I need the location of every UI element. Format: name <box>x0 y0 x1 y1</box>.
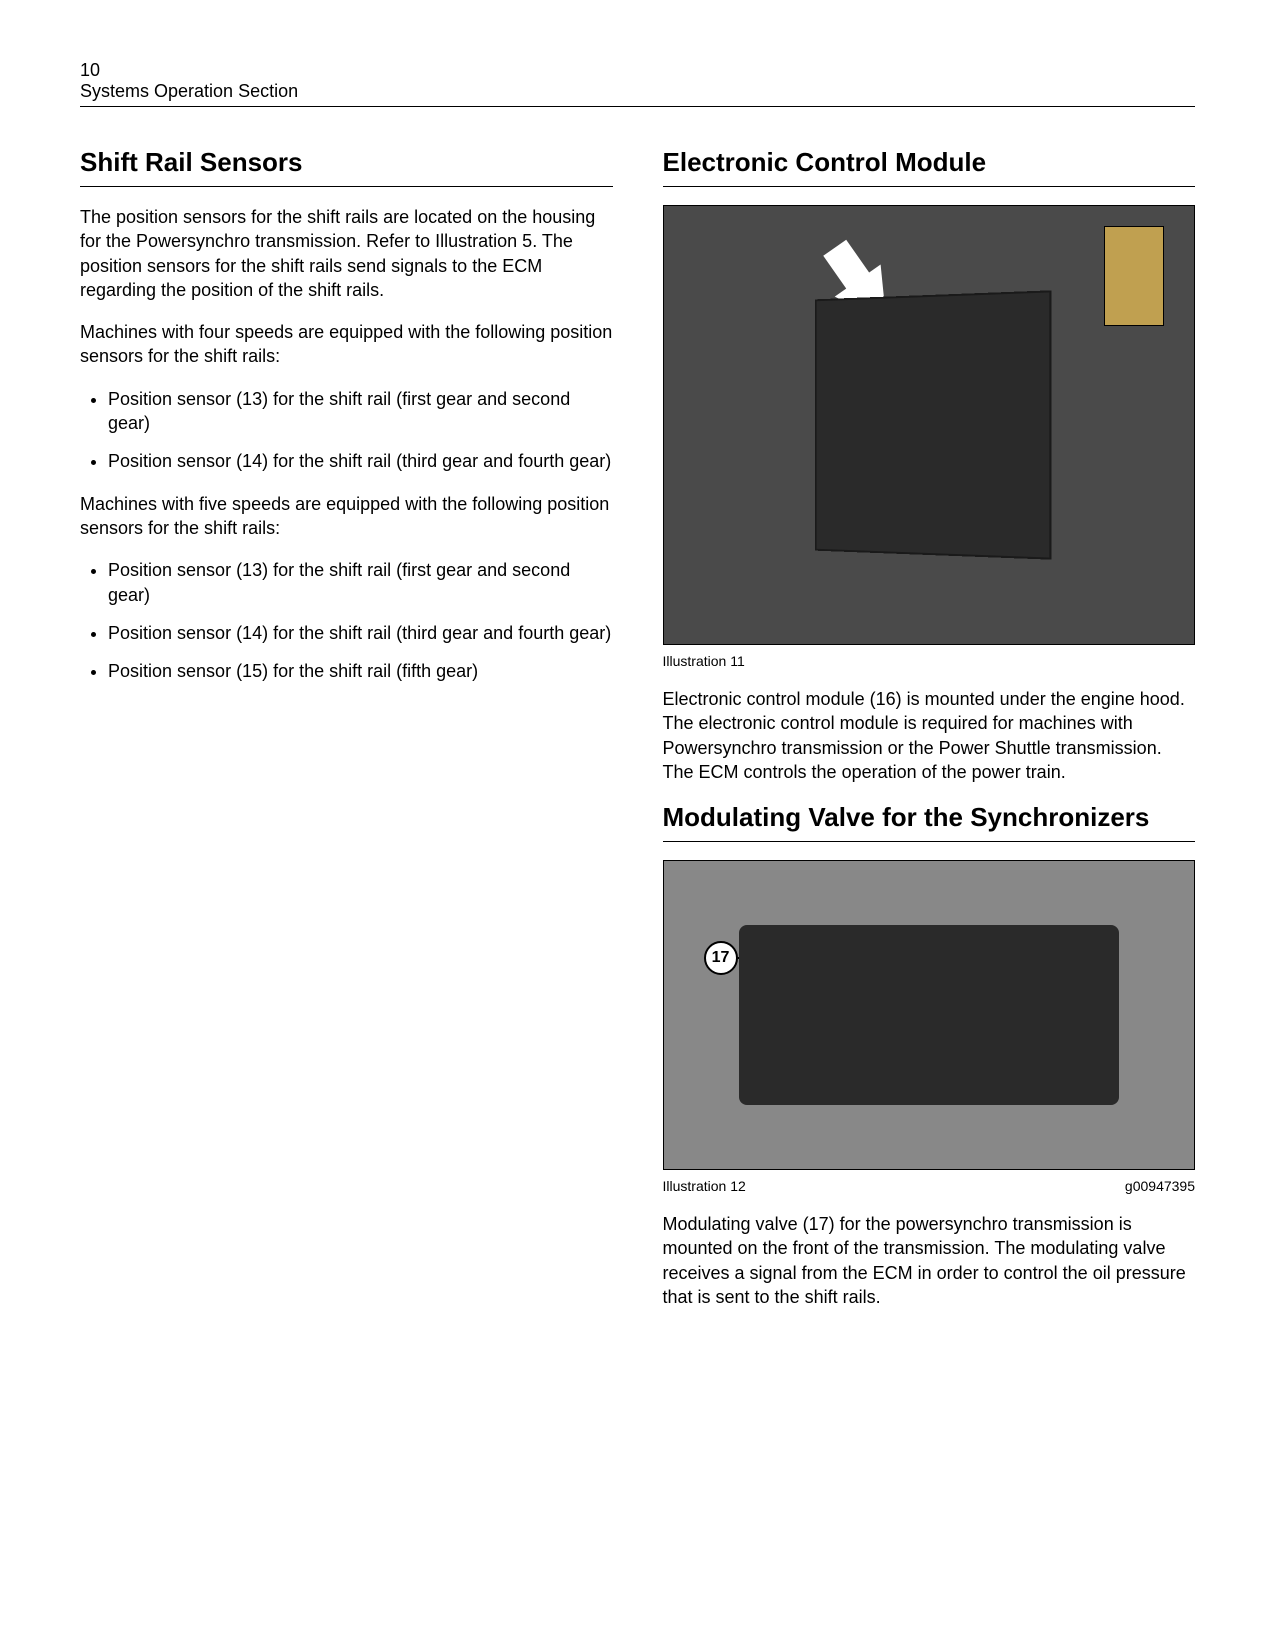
warning-label-icon <box>1104 226 1164 326</box>
figure-11 <box>663 205 1196 645</box>
paragraph: Machines with four speeds are equipped w… <box>80 320 613 369</box>
heading-ecm: Electronic Control Module <box>663 147 1196 178</box>
callout-circle: 17 <box>704 941 738 975</box>
paragraph: Modulating valve (17) for the powersynch… <box>663 1212 1196 1309</box>
list-item: Position sensor (13) for the shift rail … <box>108 387 613 436</box>
figure-image-ecm <box>663 205 1196 645</box>
page-number: 10 <box>80 60 1195 81</box>
ecm-unit-graphic <box>815 290 1052 559</box>
figure-caption: Illustration 12 g00947395 <box>663 1178 1196 1194</box>
heading-rule <box>663 841 1196 842</box>
sensor-list-four-speed: Position sensor (13) for the shift rail … <box>80 387 613 474</box>
heading-modulating-valve: Modulating Valve for the Synchronizers <box>663 802 1196 833</box>
transmission-graphic <box>739 925 1119 1105</box>
figure-caption-code: g00947395 <box>1125 1178 1195 1194</box>
figure-caption-label: Illustration 12 <box>663 1178 746 1194</box>
heading-rule <box>663 186 1196 187</box>
section-name: Systems Operation Section <box>80 81 1195 102</box>
paragraph: The position sensors for the shift rails… <box>80 205 613 302</box>
list-item: Position sensor (14) for the shift rail … <box>108 621 613 645</box>
figure-image-valve: 17 <box>663 860 1196 1170</box>
list-item: Position sensor (14) for the shift rail … <box>108 449 613 473</box>
content-columns: Shift Rail Sensors The position sensors … <box>80 147 1195 1327</box>
sensor-list-five-speed: Position sensor (13) for the shift rail … <box>80 558 613 683</box>
paragraph: Machines with five speeds are equipped w… <box>80 492 613 541</box>
figure-caption: Illustration 11 <box>663 653 1196 669</box>
heading-rule <box>80 186 613 187</box>
page-header: 10 Systems Operation Section <box>80 60 1195 107</box>
left-column: Shift Rail Sensors The position sensors … <box>80 147 613 1327</box>
figure-12: 17 <box>663 860 1196 1170</box>
list-item: Position sensor (15) for the shift rail … <box>108 659 613 683</box>
list-item: Position sensor (13) for the shift rail … <box>108 558 613 607</box>
paragraph: Electronic control module (16) is mounte… <box>663 687 1196 784</box>
right-column: Electronic Control Module Illustration 1… <box>663 147 1196 1327</box>
heading-shift-rail-sensors: Shift Rail Sensors <box>80 147 613 178</box>
figure-caption-label: Illustration 11 <box>663 653 745 669</box>
